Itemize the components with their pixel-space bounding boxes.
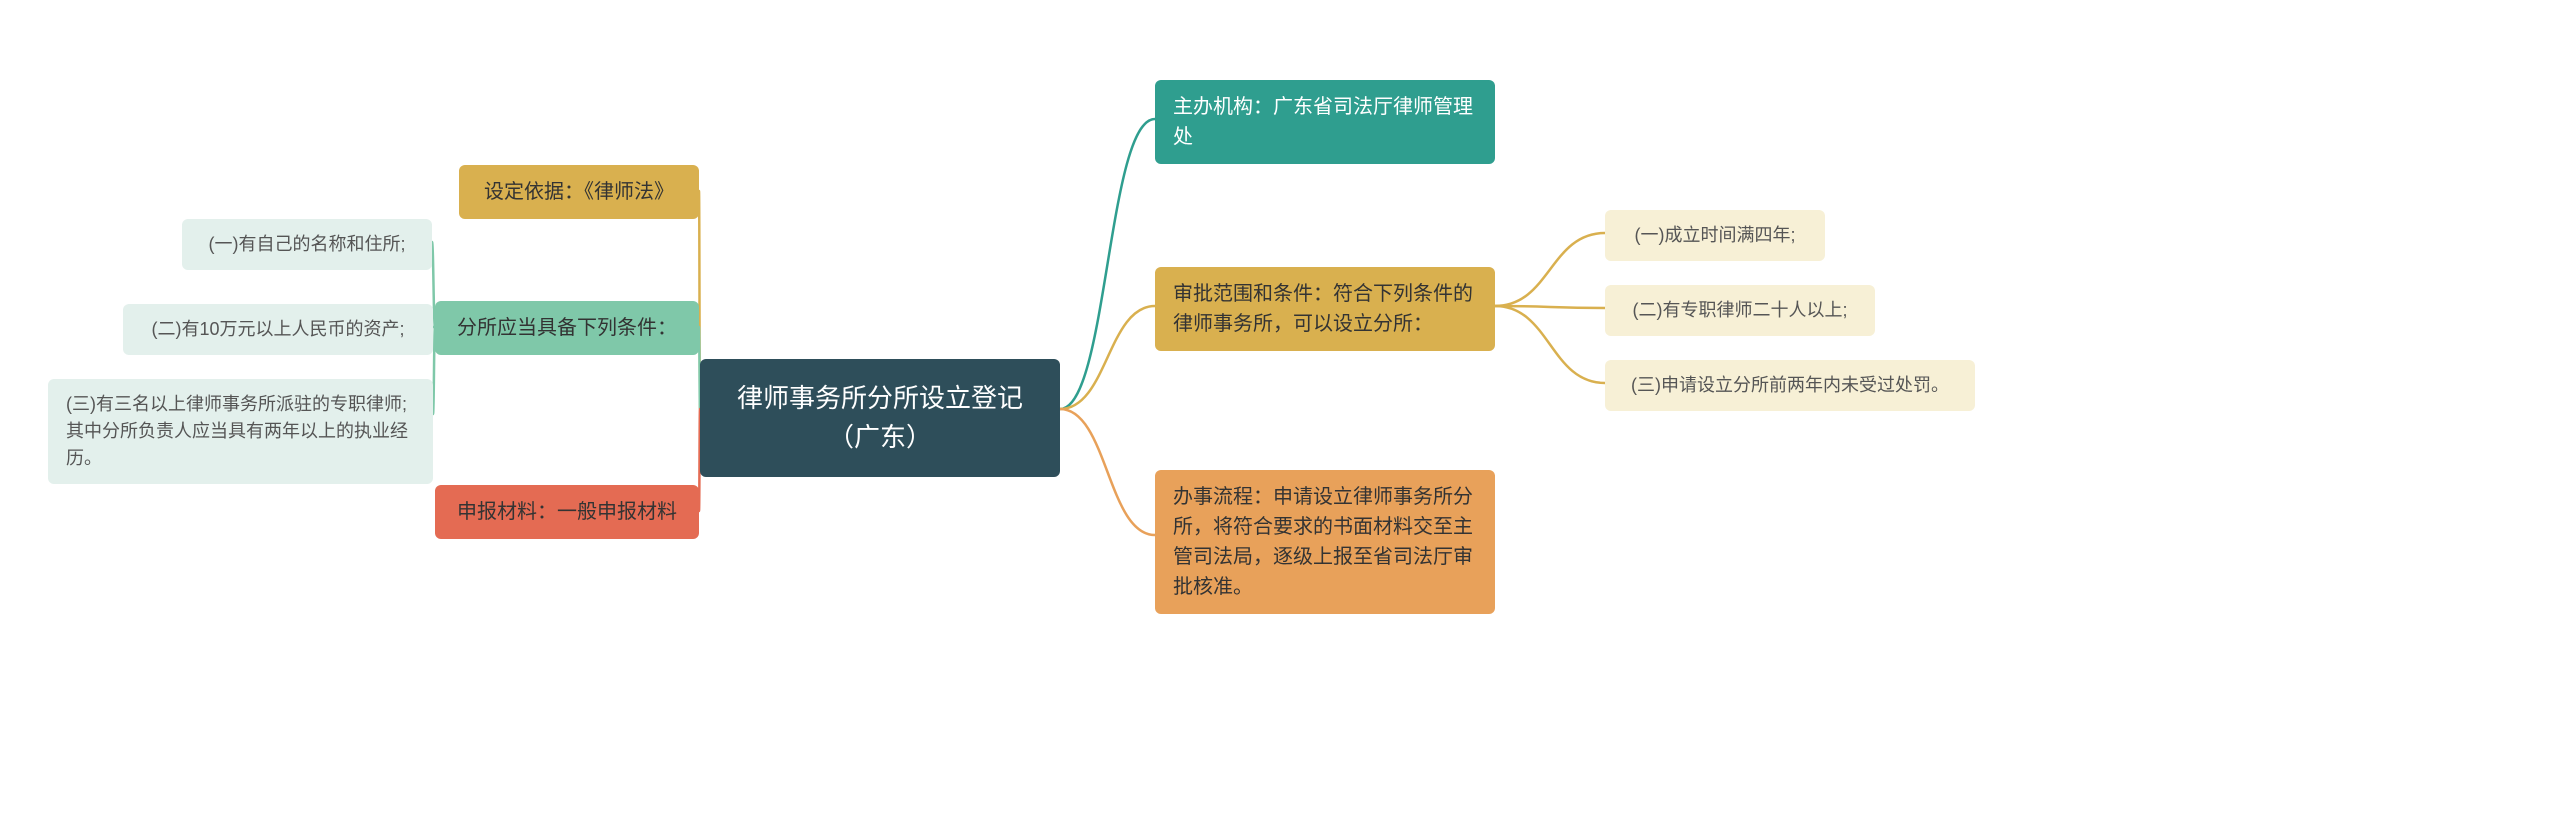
mindmap-node: 申报材料：一般申报材料: [435, 485, 699, 539]
center-node: 律师事务所分所设立登记（广东）: [700, 359, 1060, 477]
mindmap-node: (三)有三名以上律师事务所派驻的专职律师;其中分所负责人应当具有两年以上的执业经…: [48, 379, 433, 484]
mindmap-node: (一)成立时间满四年;: [1605, 210, 1825, 261]
mindmap-node: (二)有专职律师二十人以上;: [1605, 285, 1875, 336]
mindmap-node: 分所应当具备下列条件：: [435, 301, 699, 355]
mindmap-node: 设定依据：《律师法》: [459, 165, 699, 219]
mindmap-node: 办事流程：申请设立律师事务所分所，将符合要求的书面材料交至主管司法局，逐级上报至…: [1155, 470, 1495, 614]
mindmap-node: (一)有自己的名称和住所;: [182, 219, 432, 270]
mindmap-node: (三)申请设立分所前两年内未受过处罚。: [1605, 360, 1975, 411]
mindmap-node: 主办机构：广东省司法厅律师管理处: [1155, 80, 1495, 164]
mindmap-node: (二)有10万元以上人民币的资产;: [123, 304, 433, 355]
mindmap-node: 审批范围和条件：符合下列条件的律师事务所，可以设立分所：: [1155, 267, 1495, 351]
